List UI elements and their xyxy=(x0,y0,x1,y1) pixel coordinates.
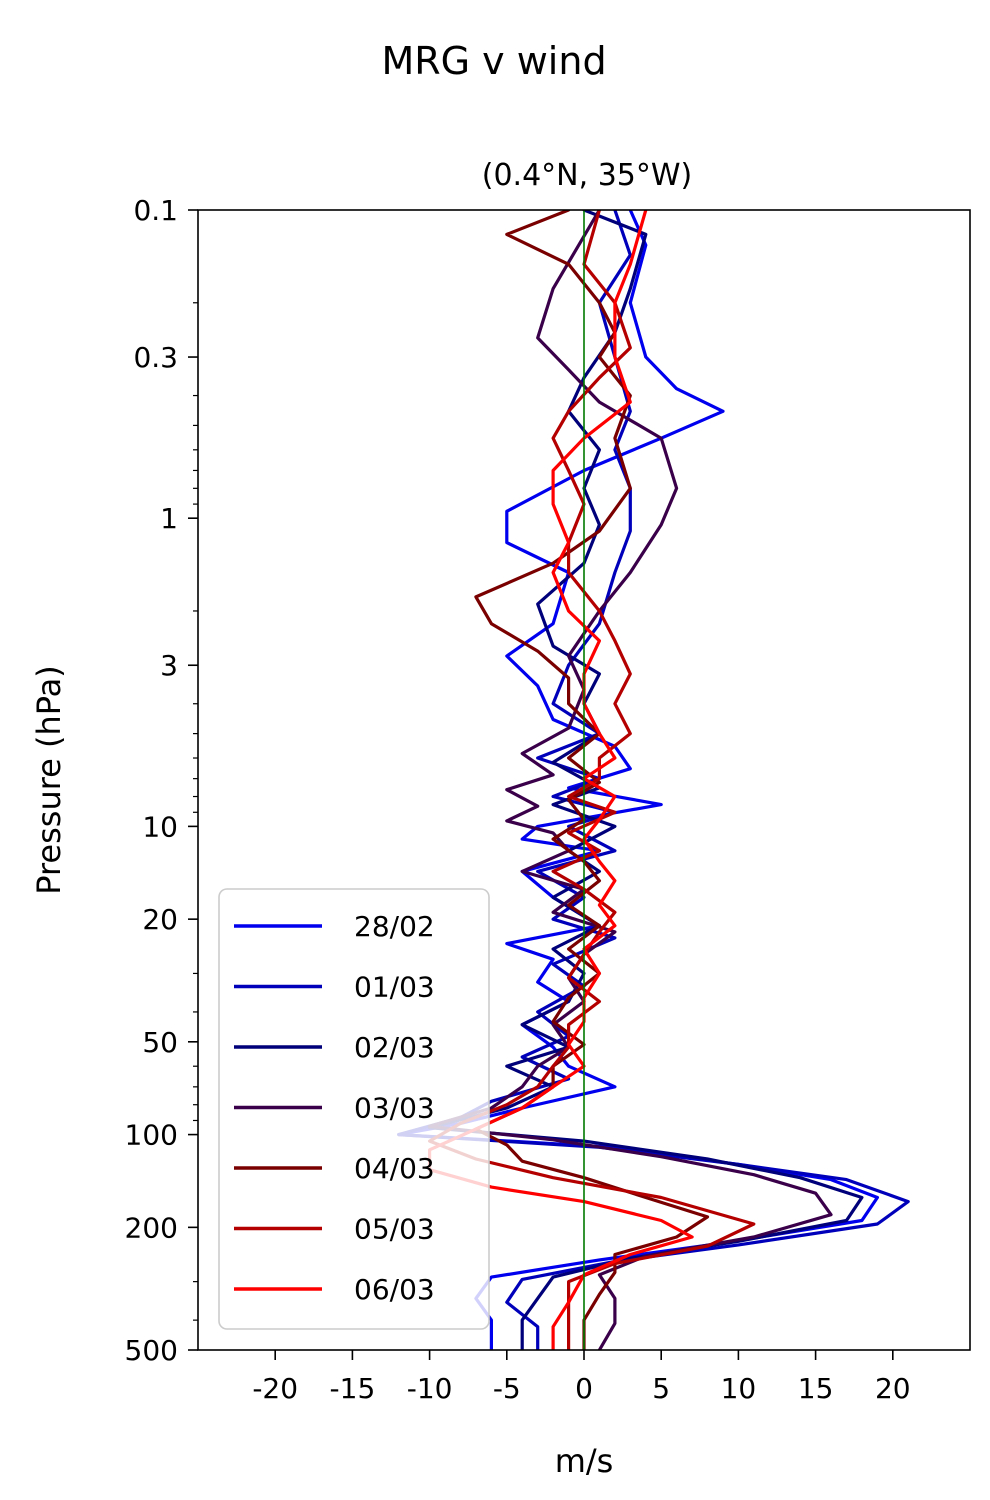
legend-label-1: 01/03 xyxy=(354,971,435,1004)
series-line-1 xyxy=(397,210,910,1350)
legend-label-3: 03/03 xyxy=(354,1092,435,1125)
x-tick-label: -10 xyxy=(407,1372,453,1405)
legend-label-5: 05/03 xyxy=(354,1213,435,1246)
y-tick-label: 1 xyxy=(160,502,178,535)
series-line-6 xyxy=(428,210,694,1350)
legend-items: 28/02 01/03 02/03 03/03 04/03 05/03 06/03 xyxy=(234,910,435,1306)
y-axis-label: Pressure (hPa) xyxy=(30,665,68,895)
legend-box xyxy=(218,888,490,1330)
chart-title: (0.4°N, 35°W) xyxy=(482,158,692,193)
x-tick-label: -20 xyxy=(252,1372,298,1405)
y-tick-label: 200 xyxy=(125,1211,178,1244)
x-tick-label: 15 xyxy=(798,1372,834,1405)
series-line-5 xyxy=(428,210,756,1350)
chart-suptitle: MRG v wind xyxy=(381,39,606,83)
x-tick-label: 5 xyxy=(652,1372,670,1405)
y-tick-label: 20 xyxy=(142,903,178,936)
axis-ticks: -20 -15 -10 -5 0 5 10 15 20 0.1 0.3 1 3 10 20 50 100 200 5… xyxy=(125,194,911,1405)
legend-label-2: 02/03 xyxy=(354,1031,435,1064)
x-tick-label: -15 xyxy=(330,1372,376,1405)
x-tick-label: -5 xyxy=(493,1372,521,1405)
y-tick-label: 3 xyxy=(160,649,178,682)
series-line-2 xyxy=(428,210,864,1350)
y-tick-label: 100 xyxy=(125,1119,178,1152)
y-tick-label: 500 xyxy=(125,1334,178,1367)
legend-label-4: 04/03 xyxy=(354,1152,435,1185)
x-axis-label: m/s xyxy=(555,1442,614,1480)
y-tick-label: 10 xyxy=(142,810,178,843)
x-tick-label: 10 xyxy=(721,1372,757,1405)
x-tick-label: 0 xyxy=(575,1372,593,1405)
x-tick-label: 20 xyxy=(875,1372,911,1405)
legend: 28/02 01/03 02/03 03/03 04/03 05/03 06/03 xyxy=(218,888,490,1330)
legend-label-6: 06/03 xyxy=(354,1273,435,1306)
legend-label-0: 28/02 xyxy=(354,910,435,943)
y-tick-label: 50 xyxy=(142,1026,178,1059)
y-tick-label: 0.1 xyxy=(133,194,178,227)
series-line-3 xyxy=(428,210,833,1350)
y-tick-label: 0.3 xyxy=(133,341,178,374)
